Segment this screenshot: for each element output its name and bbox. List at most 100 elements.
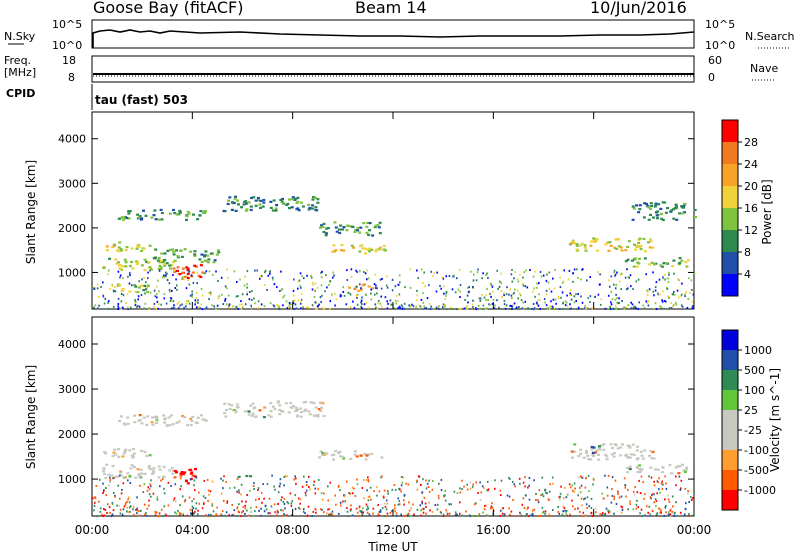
noise-cell	[666, 288, 669, 290]
noise-cell	[544, 301, 546, 304]
noise-cell	[242, 506, 245, 509]
noise-cell	[193, 497, 195, 500]
data-cell	[122, 452, 126, 455]
noise-cell	[149, 269, 151, 272]
noise-cell	[514, 288, 516, 291]
noise-cell	[558, 308, 561, 310]
noise-cell	[509, 288, 511, 291]
noise-cell	[189, 478, 192, 481]
data-cell	[179, 472, 183, 475]
noise-cell	[361, 307, 363, 309]
noise-cell	[500, 272, 502, 275]
noise-cell	[169, 300, 172, 302]
freq-unit: [MHz]	[4, 66, 36, 79]
colorbar-swatch	[722, 350, 738, 371]
data-cell	[152, 467, 156, 470]
noise-cell	[288, 302, 291, 304]
noise-cell	[240, 515, 242, 518]
data-cell	[650, 204, 654, 208]
noise-cell	[293, 299, 296, 302]
noise-cell	[422, 511, 425, 514]
data-cell	[650, 457, 654, 460]
data-cell	[114, 258, 118, 261]
data-cell	[303, 409, 307, 412]
data-cell	[649, 240, 653, 243]
noise-cell	[356, 296, 358, 299]
data-cell	[199, 275, 203, 278]
noise-cell	[667, 295, 669, 298]
data-cell	[291, 196, 295, 199]
noise-cell	[269, 302, 272, 305]
data-cell	[332, 458, 335, 461]
noise-cell	[201, 294, 204, 297]
noise-cell	[517, 297, 519, 300]
noise-cell	[668, 500, 671, 503]
noise-cell	[446, 308, 449, 311]
noise-cell	[645, 300, 648, 303]
noise-cell	[254, 269, 256, 272]
noise-cell	[399, 281, 401, 284]
noise-cell	[691, 307, 694, 310]
noise-cell	[559, 495, 561, 498]
data-cell	[685, 466, 689, 469]
data-cell	[138, 414, 142, 417]
data-cell	[378, 232, 382, 235]
data-cell	[191, 271, 195, 274]
data-cell	[678, 261, 682, 265]
noise-cell	[565, 496, 568, 499]
data-cell	[321, 402, 325, 405]
noise-cell	[594, 295, 596, 298]
noise-cell	[392, 307, 395, 309]
noise-cell	[156, 285, 158, 288]
noise-cell	[101, 513, 103, 516]
noise-cell	[236, 280, 238, 283]
noise-cell	[485, 273, 487, 276]
data-cell	[361, 247, 365, 250]
noise-cell	[202, 495, 205, 498]
data-cell	[159, 208, 163, 211]
data-cell	[654, 468, 657, 471]
noise-cell	[110, 515, 113, 518]
noise-cell	[627, 287, 629, 290]
noise-cell	[326, 286, 328, 289]
data-cell	[151, 416, 154, 419]
noise-cell	[490, 295, 492, 298]
noise-cell	[122, 294, 125, 297]
data-cell	[225, 408, 228, 412]
noise-cell	[639, 512, 641, 515]
data-cell	[201, 271, 205, 274]
data-cell	[107, 473, 111, 476]
noise-cell	[261, 501, 263, 504]
noise-cell	[463, 485, 465, 488]
noise-cell	[524, 285, 527, 288]
noise-cell	[167, 481, 170, 484]
noise-cell	[164, 274, 167, 277]
noise-cell	[286, 307, 289, 309]
data-cell	[589, 244, 593, 247]
data-cell	[661, 201, 665, 204]
data-cell	[176, 256, 180, 259]
noise-cell	[532, 290, 534, 293]
data-cell	[132, 452, 136, 455]
data-cell	[594, 239, 598, 243]
noise-cell	[315, 301, 317, 304]
noise-cell	[602, 512, 604, 515]
noise-cell	[569, 308, 571, 310]
noise-cell	[517, 289, 519, 292]
noise-cell	[654, 289, 657, 292]
data-cell	[632, 265, 636, 268]
noise-cell	[632, 288, 634, 290]
noise-cell	[487, 276, 489, 279]
noise-cell	[97, 307, 99, 310]
noise-cell	[672, 305, 674, 308]
noise-cell	[584, 486, 587, 489]
noise-cell	[614, 298, 617, 301]
noise-cell	[663, 300, 666, 302]
noise-cell	[364, 272, 367, 275]
noise-cell	[222, 487, 224, 490]
noise-cell	[349, 509, 352, 512]
data-cell	[294, 410, 298, 413]
data-cell	[276, 401, 280, 404]
noise-cell	[494, 479, 496, 482]
